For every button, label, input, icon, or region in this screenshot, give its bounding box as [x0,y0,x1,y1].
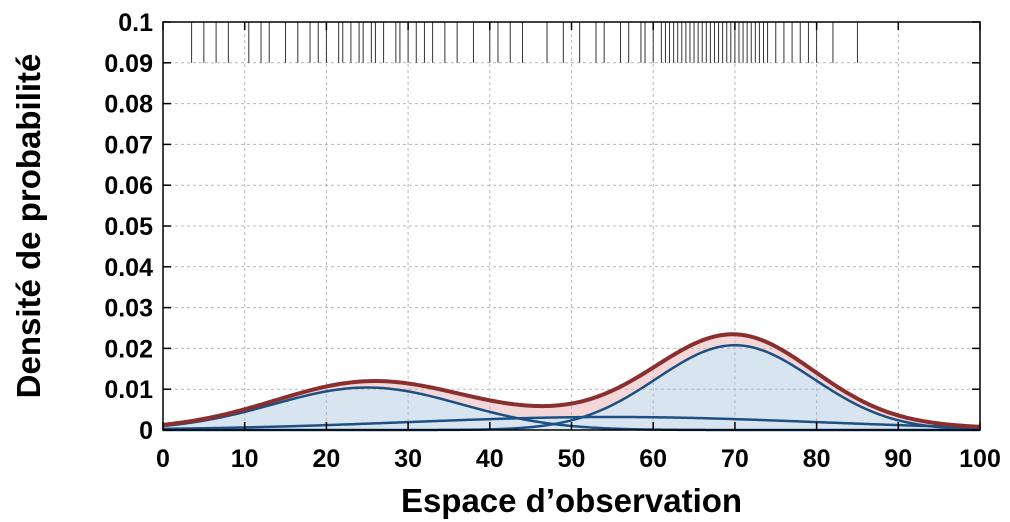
x-tick-label: 20 [312,445,340,473]
x-tick-label: 50 [558,445,586,473]
component-fill-2 [163,345,980,430]
y-tick-label: 0.01 [104,376,153,404]
x-tick-label: 90 [884,445,912,473]
x-axis-title: Espace d’observation [401,482,742,519]
x-tick-label: 70 [721,445,749,473]
y-tick-label: 0.09 [104,50,153,78]
y-tick-label: 0.1 [118,9,153,37]
y-tick-label: 0.03 [104,295,153,323]
grid-layer [163,22,980,430]
component-fill-1 [163,387,980,430]
x-tick-label: 30 [394,445,422,473]
rug-layer [191,22,858,63]
y-tick-label: 0.08 [104,91,153,119]
y-tick-label: 0.04 [104,254,153,282]
y-tick-label: 0.06 [104,172,153,200]
x-tick-label: 60 [639,445,667,473]
y-tick-label: 0.02 [104,335,153,363]
tick-layer: 0 10 20 30 40 50 60 70 80 90 100 0 0.01 0.02 0.03 0.04 0… [104,9,1001,473]
x-tick-label: 100 [959,445,1001,473]
component-curve-3 [162,415,981,431]
x-tick-label: 0 [156,445,170,473]
x-tick-label: 80 [803,445,831,473]
x-tick-label: 40 [476,445,504,473]
x-tick-label: 10 [231,445,259,473]
mixture-curve [162,332,981,429]
y-tick-label: 0 [139,417,153,445]
y-tick-label: 0.07 [104,131,153,159]
y-axis-title: Densité de probabilité [10,54,47,399]
y-tick-label: 0.05 [104,213,153,241]
